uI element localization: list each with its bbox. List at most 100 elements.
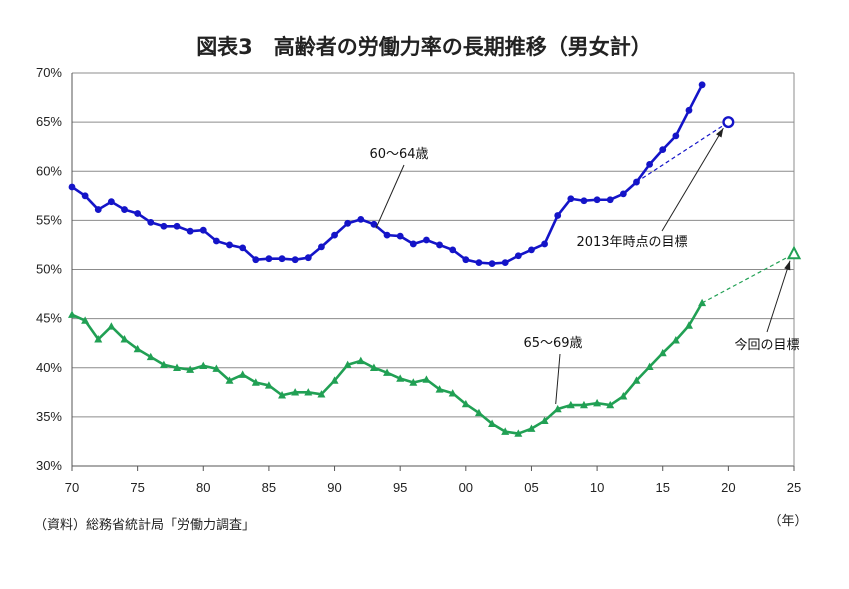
data-point bbox=[278, 391, 287, 399]
y-tick-label: 60% bbox=[36, 163, 62, 178]
chart-title: 図表3 高齢者の労働力率の長期推移（男女計） bbox=[196, 35, 652, 59]
x-tick-label: 90 bbox=[327, 480, 341, 495]
data-point bbox=[553, 404, 562, 413]
target-point bbox=[786, 245, 802, 260]
x-tick-label: 70 bbox=[65, 480, 79, 495]
data-point bbox=[554, 212, 562, 219]
data-point bbox=[251, 378, 260, 386]
data-point bbox=[475, 259, 483, 267]
data-point bbox=[264, 381, 273, 389]
target-point bbox=[722, 116, 735, 129]
data-point bbox=[528, 246, 535, 254]
data-point bbox=[436, 241, 443, 249]
data-point bbox=[474, 408, 483, 417]
y-tick-label: 70% bbox=[36, 65, 62, 80]
data-point bbox=[646, 160, 653, 168]
data-point bbox=[396, 374, 405, 382]
data-point bbox=[514, 252, 522, 260]
data-point bbox=[579, 400, 588, 409]
data-point bbox=[107, 322, 116, 330]
data-point bbox=[488, 419, 497, 427]
target-arrow-line bbox=[766, 260, 791, 333]
data-point bbox=[160, 222, 168, 230]
x-tick-label: 85 bbox=[262, 480, 276, 495]
data-point bbox=[238, 370, 247, 378]
data-point bbox=[606, 196, 614, 204]
data-point bbox=[383, 368, 392, 376]
series-label-65-69: 65～69歳 bbox=[523, 336, 582, 351]
data-point bbox=[659, 146, 667, 154]
data-point bbox=[514, 429, 523, 437]
data-point bbox=[448, 389, 457, 397]
data-point bbox=[213, 237, 220, 245]
data-point bbox=[671, 336, 680, 344]
data-point bbox=[501, 259, 509, 267]
data-point bbox=[225, 376, 234, 384]
data-point bbox=[121, 206, 128, 213]
data-point bbox=[462, 256, 470, 264]
grid bbox=[71, 72, 795, 467]
target-dashed-line bbox=[701, 253, 795, 304]
series-layer bbox=[68, 81, 802, 437]
data-point bbox=[435, 385, 444, 393]
target-dashed-line bbox=[636, 121, 729, 183]
data-point bbox=[409, 240, 417, 248]
data-point bbox=[357, 215, 365, 223]
data-point bbox=[633, 178, 640, 186]
data-point bbox=[370, 220, 378, 228]
data-point bbox=[278, 255, 286, 263]
x-tick-label: 95 bbox=[393, 480, 407, 495]
data-point bbox=[461, 399, 470, 408]
data-point bbox=[68, 183, 76, 191]
data-point bbox=[133, 344, 142, 353]
data-point bbox=[252, 256, 260, 264]
data-point bbox=[672, 132, 680, 140]
data-point bbox=[619, 190, 627, 198]
data-point bbox=[449, 246, 457, 254]
data-point bbox=[698, 81, 706, 89]
data-point bbox=[173, 363, 182, 371]
x-tick-label: 05 bbox=[524, 480, 538, 495]
data-point bbox=[409, 378, 418, 386]
y-tick-label: 35% bbox=[36, 409, 62, 424]
data-point bbox=[239, 244, 247, 252]
target-arrow-head bbox=[716, 128, 724, 138]
data-point bbox=[619, 392, 628, 400]
x-tick-label: 25 bbox=[787, 480, 801, 495]
data-point bbox=[186, 365, 195, 373]
data-point bbox=[81, 192, 89, 200]
data-point bbox=[146, 352, 155, 361]
data-point bbox=[265, 255, 273, 263]
data-point bbox=[685, 106, 693, 114]
data-point bbox=[658, 348, 667, 357]
data-point bbox=[396, 232, 404, 240]
data-point bbox=[369, 363, 378, 371]
data-point bbox=[159, 360, 168, 369]
source-note: （資料）総務省統計局「労働力調査」 bbox=[34, 517, 255, 533]
data-point bbox=[593, 398, 602, 407]
data-point bbox=[606, 400, 615, 409]
data-point bbox=[580, 197, 588, 205]
data-point bbox=[566, 400, 575, 409]
data-point bbox=[134, 210, 142, 217]
data-point bbox=[540, 416, 549, 425]
data-point bbox=[199, 361, 208, 369]
data-point bbox=[94, 206, 102, 213]
target-label-current: 今回の目標 bbox=[734, 337, 799, 353]
data-point bbox=[81, 316, 90, 324]
data-point bbox=[186, 227, 194, 235]
y-tick-label: 65% bbox=[36, 114, 62, 129]
data-point bbox=[317, 390, 326, 398]
data-point bbox=[68, 310, 76, 318]
data-point bbox=[383, 231, 391, 239]
data-point bbox=[632, 376, 641, 384]
data-point bbox=[541, 240, 548, 248]
data-point bbox=[343, 360, 352, 369]
data-point bbox=[226, 241, 233, 249]
series-label-60-64: 60～64歳 bbox=[369, 147, 428, 162]
series-label-leader bbox=[555, 353, 561, 405]
data-point bbox=[291, 256, 299, 264]
x-axis-unit: （年） bbox=[768, 514, 807, 529]
target-label-2013: 2013年時点の目標 bbox=[576, 235, 687, 250]
